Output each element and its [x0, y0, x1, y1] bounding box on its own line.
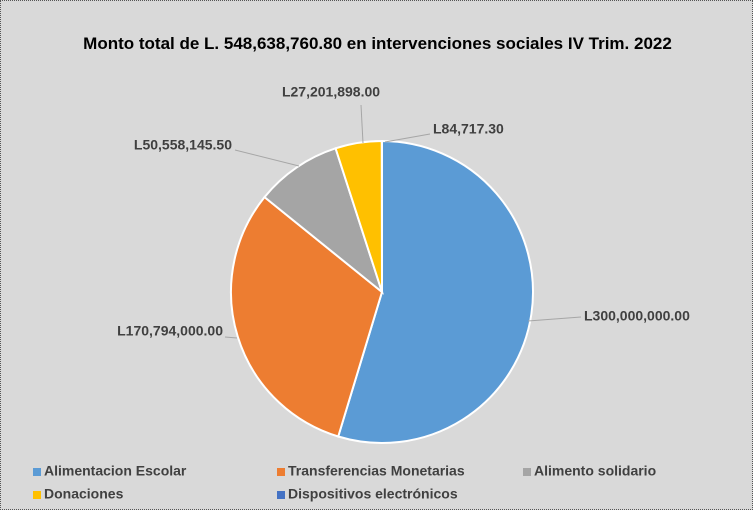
leader-line	[527, 316, 582, 322]
pie-slice	[263, 147, 384, 295]
legend-label: Alimento solidario	[534, 463, 656, 479]
legend-label: Transferencias Monetarias	[288, 463, 465, 479]
leader-line	[360, 104, 364, 144]
legend-swatch	[523, 468, 531, 476]
pie-slice	[230, 195, 384, 438]
legend-swatch	[277, 468, 285, 476]
legend-label: Alimentacion Escolar	[44, 463, 187, 479]
leader-line	[234, 149, 300, 167]
data-label: L300,000,000.00	[584, 308, 690, 324]
legend-label: Dispositivos electrónicos	[288, 486, 458, 502]
leader-line	[384, 133, 431, 143]
data-label: L170,794,000.00	[117, 323, 223, 339]
legend-swatch	[33, 491, 41, 499]
pie-slice	[336, 139, 534, 444]
legend-swatch	[33, 468, 41, 476]
legend-label: Donaciones	[44, 486, 124, 502]
data-label: L84,717.30	[433, 121, 504, 137]
legend-swatch	[277, 491, 285, 499]
leader-line	[224, 336, 238, 339]
data-label: L27,201,898.00	[282, 84, 380, 100]
data-label: L50,558,145.50	[134, 137, 232, 153]
chart-title: Monto total de L. 548,638,760.80 en inte…	[83, 34, 672, 53]
